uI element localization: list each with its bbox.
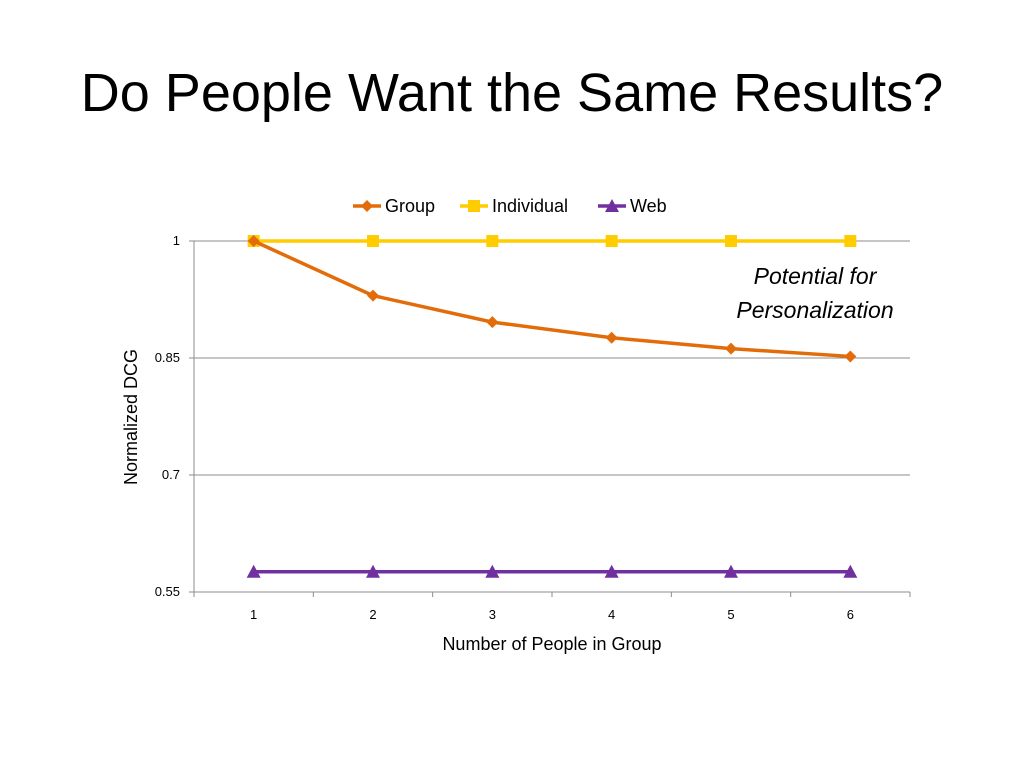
data-point-individual: [605, 235, 618, 247]
data-point-web: [843, 564, 858, 578]
data-point-individual: [844, 235, 857, 247]
legend-marker-web: [605, 199, 619, 212]
gridlines: [194, 240, 910, 593]
slide-title: Do People Want the Same Results?: [80, 63, 944, 123]
y-tick-label: 0.55: [155, 584, 180, 599]
series-web: [246, 564, 858, 578]
data-point-individual: [367, 235, 379, 247]
data-point-group: [367, 289, 379, 302]
series-lines: [246, 235, 858, 578]
series-group: [247, 235, 857, 363]
data-point-web: [366, 564, 380, 578]
series-line-group: [252, 239, 851, 359]
x-tick-label: 1: [250, 607, 257, 622]
x-axis-title: Number of People in Group: [442, 634, 661, 654]
data-point-group: [605, 331, 618, 344]
legend-label-individual: Individual: [492, 196, 568, 216]
x-tick-label: 2: [369, 607, 376, 622]
data-point-group: [486, 316, 499, 329]
series-individual: [247, 235, 857, 247]
axes: [189, 240, 911, 597]
data-point-web: [604, 564, 619, 578]
x-tick-label: 4: [608, 607, 615, 622]
x-tick-label: 3: [489, 607, 496, 622]
data-point-web: [724, 564, 738, 578]
annotation-line-2: Personalization: [736, 297, 893, 323]
legend-item-web: Web: [598, 196, 667, 216]
legend-marker-individual: [468, 200, 480, 212]
x-tick-label: 5: [727, 607, 734, 622]
legend-label-group: Group: [385, 196, 435, 216]
data-point-individual: [486, 235, 499, 247]
y-tick-label: 0.85: [155, 350, 180, 365]
legend-item-individual: Individual: [460, 196, 568, 216]
legend-marker-group: [361, 200, 373, 212]
data-point-group: [725, 342, 737, 355]
data-point-group: [844, 350, 857, 363]
annotation-line-1: Potential for: [754, 263, 878, 289]
y-tick-label: 1: [173, 233, 180, 248]
data-point-web: [485, 564, 500, 578]
legend-item-group: Group: [353, 196, 435, 216]
data-point-web: [246, 564, 261, 578]
y-tick-label: 0.7: [162, 467, 180, 482]
x-tick-labels: 1 2 3 4 5 6: [250, 607, 854, 622]
data-point-individual: [725, 235, 737, 247]
y-tick-labels: 0.55 0.7 0.85 1: [155, 233, 180, 599]
x-tick-label: 6: [847, 607, 854, 622]
data-point-group: [247, 235, 260, 247]
legend-label-web: Web: [630, 196, 667, 216]
legend: Group Individual Web: [353, 196, 667, 216]
y-axis-title: Normalized DCG: [121, 349, 141, 485]
